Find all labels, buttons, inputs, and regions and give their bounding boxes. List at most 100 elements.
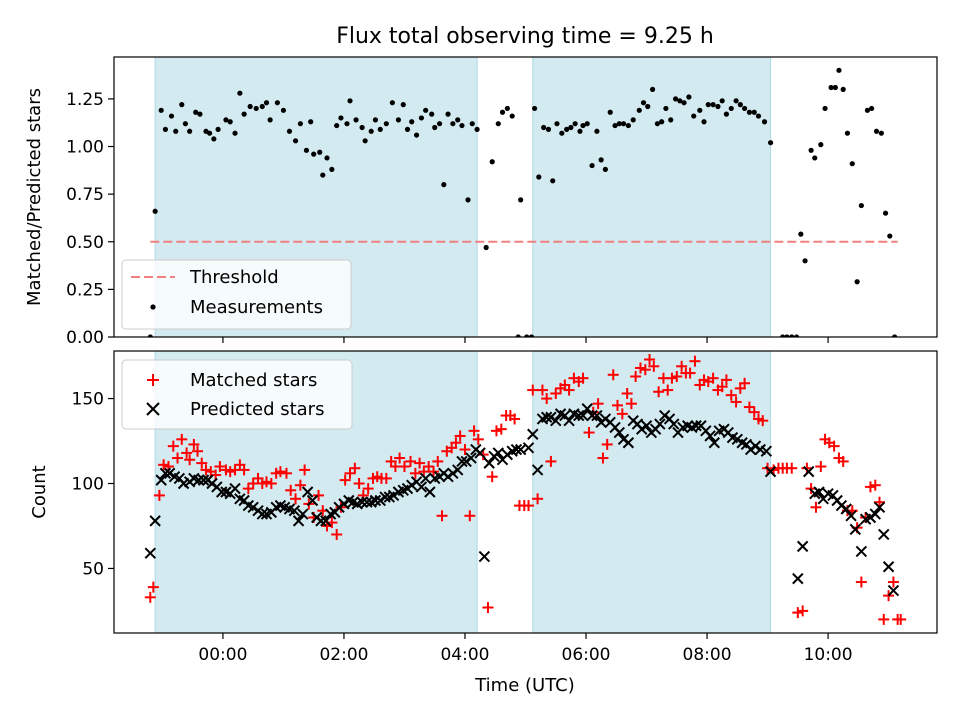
matched-star-point — [653, 386, 665, 398]
matched-star-point — [299, 464, 311, 476]
predicted-star-point — [573, 409, 585, 422]
measurement-point — [459, 122, 465, 129]
legend-matched-swatch — [147, 374, 159, 386]
measurement-point — [247, 103, 253, 110]
measurement-point — [864, 107, 871, 113]
measurement-point — [509, 113, 515, 119]
x-b — [845, 510, 857, 522]
matched-star-point — [563, 384, 575, 396]
measurement-point — [455, 117, 461, 123]
x-tick-label: 02:00 — [319, 645, 368, 665]
x-b — [460, 455, 472, 468]
measurement-point — [267, 117, 273, 123]
x-b — [347, 496, 359, 508]
predicted-star-point — [206, 477, 218, 490]
matched-star-point — [380, 472, 392, 484]
matched-star-point — [797, 605, 809, 617]
legend-measurement-swatch — [150, 304, 156, 310]
measurement-point — [489, 159, 495, 165]
matched-star-point — [662, 384, 674, 396]
measurement-point — [808, 147, 814, 153]
measurement-point — [400, 102, 406, 108]
matched-star-point — [428, 466, 440, 478]
predicted-star-point — [288, 504, 301, 517]
matched-star-point — [684, 367, 696, 379]
matched-star-point — [815, 461, 827, 473]
predicted-star-point — [522, 442, 535, 454]
matched-star-point — [242, 483, 254, 495]
legend-box — [121, 259, 352, 330]
measurement-point — [450, 121, 456, 127]
x-b — [374, 494, 386, 507]
measurement-point — [147, 334, 153, 337]
matched-star-point — [757, 415, 769, 427]
predicted-star-point — [424, 486, 436, 498]
x-b — [760, 445, 773, 457]
measurement-point — [630, 117, 636, 123]
x-b — [320, 515, 332, 527]
matched-star-point — [541, 393, 553, 405]
matched-star-point — [486, 471, 498, 483]
measurement-point — [173, 128, 179, 134]
matched-star-point — [414, 457, 426, 469]
measurement-point — [436, 121, 443, 127]
x-b — [708, 437, 721, 449]
predicted-star-point — [586, 409, 598, 422]
matched-star-point — [855, 576, 867, 588]
measurement-point — [362, 138, 368, 144]
measurement-point — [798, 231, 804, 237]
predicted-star-point — [149, 515, 161, 527]
x-b — [229, 482, 241, 495]
measurement-point — [168, 113, 175, 119]
measurement-point — [844, 130, 851, 136]
matched-star-point — [869, 479, 881, 491]
predicted-star-point — [527, 428, 539, 440]
matched-star-point — [639, 364, 651, 376]
matched-star-point — [432, 455, 444, 467]
measurement-point — [594, 128, 600, 134]
measurement-point — [854, 279, 860, 285]
x-b — [146, 402, 160, 416]
x-b — [869, 508, 881, 520]
predicted-star-point — [878, 528, 890, 541]
measurement-point — [802, 258, 808, 264]
x-b — [242, 499, 255, 512]
matched-star-point — [188, 438, 200, 450]
measurement-point — [598, 157, 604, 163]
top-legend: Threshold Measurements — [121, 259, 352, 330]
measurement-point — [818, 142, 824, 148]
matched-star-point — [532, 493, 544, 505]
measurement-point — [780, 334, 786, 337]
predicted-star-point — [617, 433, 630, 446]
x-tick-label: 04:00 — [440, 645, 489, 665]
x-b — [406, 479, 418, 491]
x-b — [622, 437, 635, 449]
top-y-axis-label: Matched/Predicted stars — [24, 88, 45, 306]
measurement-point — [418, 115, 425, 121]
x-b — [256, 508, 268, 520]
x-b — [531, 464, 544, 476]
predicted-star-point — [159, 467, 172, 480]
x-b — [193, 474, 205, 486]
matched-star-point — [545, 455, 557, 467]
measurement-point — [686, 94, 692, 100]
predicted-star-point — [613, 426, 626, 439]
measurement-point — [259, 103, 265, 110]
measurement-point — [564, 126, 570, 132]
measurement-point — [441, 182, 447, 188]
x-b — [452, 464, 464, 476]
x-b — [522, 442, 535, 454]
matched-star-point — [743, 401, 755, 413]
matched-star-point — [490, 425, 502, 437]
matched-star-point — [748, 406, 760, 418]
matched-star-point — [648, 360, 660, 372]
matched-star-point — [214, 461, 226, 473]
x-b — [813, 486, 825, 498]
predicted-star-point — [792, 572, 804, 585]
measurement-point — [528, 334, 535, 337]
measurement-point — [515, 334, 521, 337]
matched-star-point — [192, 445, 204, 457]
matched-star-point — [200, 464, 212, 476]
measurement-point — [338, 115, 344, 121]
predicted-star-point — [577, 409, 589, 422]
